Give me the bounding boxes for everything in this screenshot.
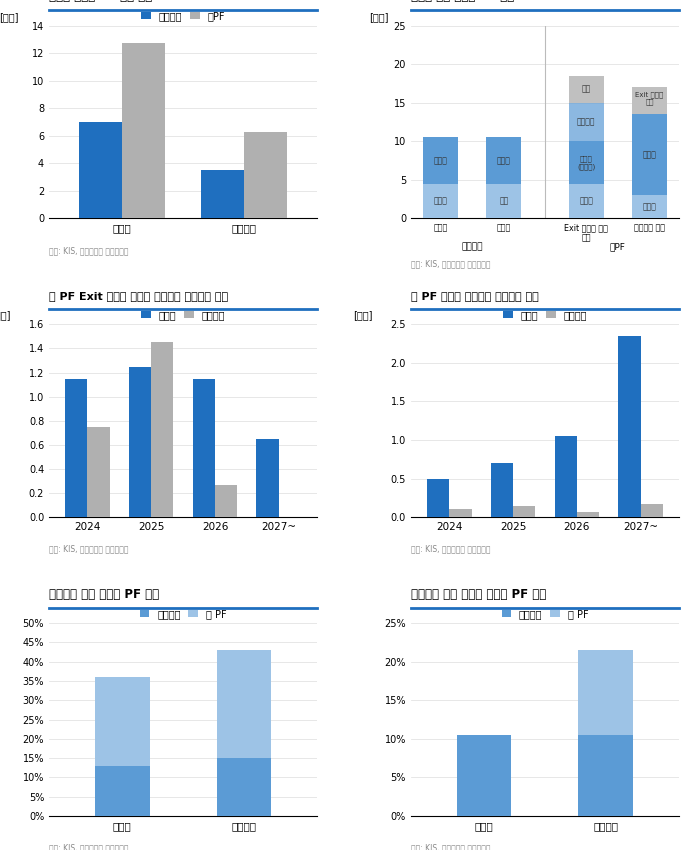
Text: 자료: KIS, 부인타증권 리서치센터: 자료: KIS, 부인타증권 리서치센터 [49,545,129,554]
Bar [568,76,603,103]
Bar [193,378,215,517]
Legend: 대형사, 중소형사: 대형사, 중소형사 [499,306,591,324]
Text: 고위험: 고위험 [643,202,657,212]
Legend: 브릿지론, 본 PF: 브릿지론, 본 PF [498,605,592,623]
Bar [427,479,449,517]
Bar [94,766,150,816]
Bar [632,196,667,218]
Bar [216,758,272,816]
Bar [256,439,279,517]
Text: 자기자본 대비 부동산 PF 부담: 자기자본 대비 부동산 PF 부담 [49,588,159,601]
Bar [151,343,174,517]
Text: 달성: 달성 [582,85,591,94]
Bar [632,114,667,196]
Text: 신순위: 신순위 [433,156,447,165]
Text: 수도권: 수도권 [497,156,511,165]
Bar [449,509,472,517]
Text: 비분양성: 비분양성 [577,117,596,127]
Bar [568,184,603,218]
Bar [122,43,164,218]
Text: 자기자본 대비 고위험 부동산 PF 부담: 자기자본 대비 고위험 부동산 PF 부담 [411,588,546,601]
Bar [568,103,603,141]
Text: 미달성: 미달성 [579,196,593,206]
Text: 자료: KIS, 부인타증권 리서치센터: 자료: KIS, 부인타증권 리서치센터 [411,844,491,850]
Bar [578,650,634,735]
Y-axis label: [조원]: [조원] [0,310,10,320]
Legend: 브릿지론, 본 PF: 브릿지론, 본 PF [136,605,230,623]
Bar [215,484,237,517]
Text: 자료: KIS, 부인타증권 리서치센터: 자료: KIS, 부인타증권 리서치센터 [49,246,129,255]
Bar [216,650,272,758]
Bar [554,436,577,517]
Text: 본PF: 본PF [610,243,626,252]
Bar [568,141,603,184]
Text: 증권사 보유 부동산 PF 구성: 증권사 보유 부동산 PF 구성 [411,0,514,3]
Legend: 대형사, 중소형사: 대형사, 중소형사 [137,306,229,324]
Text: 브릿지론: 브릿지론 [461,243,483,252]
Text: 본 PF Exit 분양률 미달성 익스포저 만기도래 분포: 본 PF Exit 분양률 미달성 익스포저 만기도래 분포 [49,292,228,302]
Bar [423,138,458,184]
Bar [94,677,150,766]
Text: 미착공
(분양진): 미착공 (분양진) [577,156,595,169]
Bar [486,138,522,184]
Legend: 브릿지론, 본PF: 브릿지론, 본PF [137,7,229,25]
Bar [456,735,512,816]
Bar [632,88,667,114]
Text: 자료: KIS, 부인타증권 리서치센터: 자료: KIS, 부인타증권 리서치센터 [411,259,491,269]
Bar [88,427,110,517]
Bar [244,132,286,218]
Bar [578,735,634,816]
Bar [129,366,151,517]
Y-axis label: [조원]: [조원] [0,12,18,21]
Text: 저위험: 저위험 [643,150,657,159]
Bar [513,506,536,517]
Text: 자료: KIS, 부인타증권 리서치센터: 자료: KIS, 부인타증권 리서치센터 [49,844,129,850]
Text: 증권사 부동산 PF 보유 현황: 증권사 부동산 PF 보유 현황 [49,0,152,3]
Bar [423,184,458,218]
Text: 후순위: 후순위 [433,196,447,206]
Y-axis label: [조원]: [조원] [369,12,389,21]
Bar [640,504,663,517]
Bar [202,170,244,218]
Text: 본 PF 미착공 익스포저 만기도래 분포: 본 PF 미착공 익스포저 만기도래 분포 [411,292,539,302]
Bar [80,122,122,218]
Bar [577,512,599,517]
Bar [65,378,88,517]
Text: Exit 분양률
달성: Exit 분양률 달성 [636,91,664,105]
Text: 지방: 지방 [499,196,508,206]
Text: 자료: KIS, 부인타증권 리서치센터: 자료: KIS, 부인타증권 리서치센터 [411,545,491,554]
Bar [491,463,513,517]
Bar [486,184,522,218]
Y-axis label: [조원]: [조원] [353,310,372,320]
Bar [618,336,640,517]
